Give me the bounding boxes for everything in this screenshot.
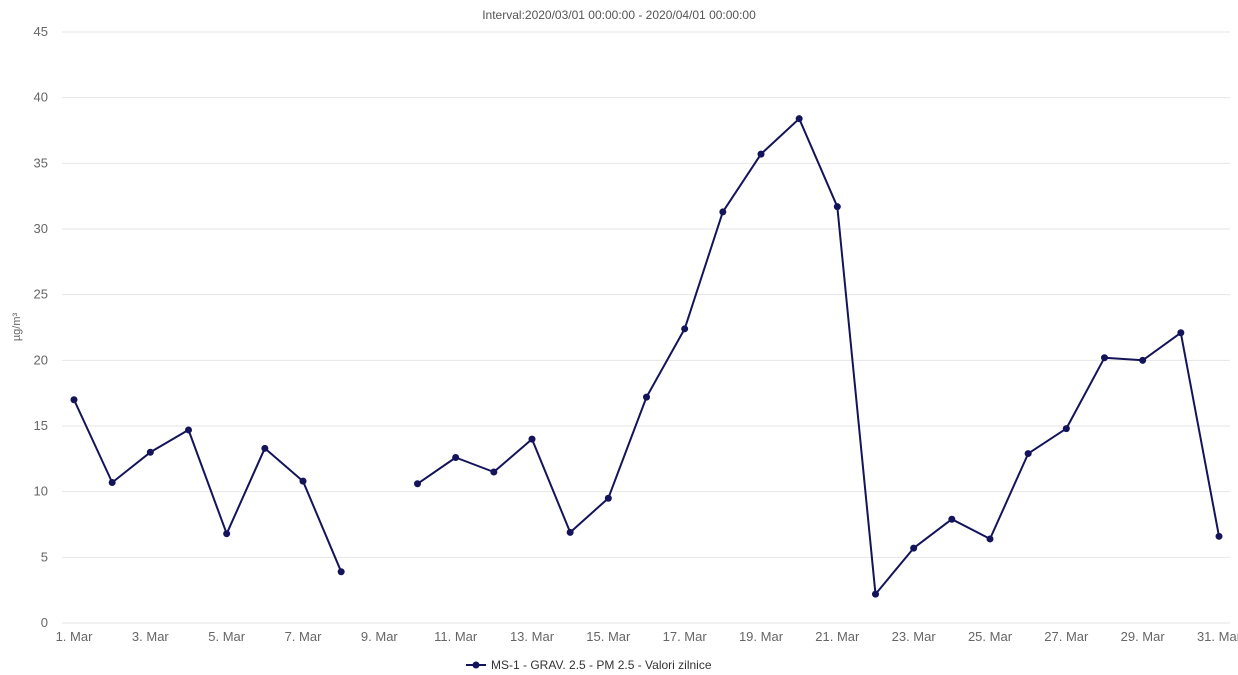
data-point-mar-17[interactable] [681, 325, 689, 333]
y-tick-label-40: 40 [34, 90, 48, 105]
data-point-mar-2[interactable] [108, 478, 116, 486]
legend-series-name[interactable]: MS-1 - GRAV. 2.5 - PM 2.5 - Valori zilni… [491, 658, 712, 672]
data-point-mar-19[interactable] [757, 150, 765, 158]
data-point-mar-3[interactable] [146, 448, 154, 456]
y-tick-label-45: 45 [34, 24, 48, 39]
data-point-mar-6[interactable] [261, 444, 269, 452]
y-axis: 0 5 10 15 20 25 30 35 40 45 [34, 24, 48, 630]
data-point-mar-23[interactable] [910, 544, 918, 552]
y-tick-label-35: 35 [34, 155, 48, 170]
y-tick-label-5: 5 [41, 549, 48, 564]
series-0-line-segment-0 [73, 399, 343, 573]
data-point-mar-4[interactable] [185, 426, 192, 434]
data-point-mar-26[interactable] [1024, 450, 1032, 458]
legend-marker-dot [472, 661, 480, 669]
grid-lines [62, 31, 1230, 624]
x-tick-label-29: 29. Mar [1121, 629, 1166, 644]
y-tick-label-30: 30 [34, 221, 48, 236]
series-group [70, 115, 1223, 598]
y-axis-label: µg/m³ [11, 312, 23, 341]
y-tick-label-10: 10 [34, 484, 48, 499]
data-point-mar-14[interactable] [566, 528, 574, 536]
x-tick-label-17: 17. Mar [663, 629, 708, 644]
data-point-mar-8[interactable] [337, 568, 345, 576]
data-point-mar-29[interactable] [1139, 356, 1147, 364]
data-point-mar-5[interactable] [223, 530, 231, 538]
x-tick-label-11: 11. Mar [434, 629, 478, 644]
x-tick-label-13: 13. Mar [510, 629, 555, 644]
x-tick-label-15: 15. Mar [586, 629, 631, 644]
y-tick-label-20: 20 [34, 352, 48, 367]
data-point-mar-21[interactable] [833, 203, 841, 211]
x-tick-label-1: 1. Mar [56, 629, 94, 644]
x-tick-label-7: 7. Mar [285, 629, 323, 644]
x-tick-label-3: 3. Mar [132, 629, 170, 644]
data-point-mar-12[interactable] [490, 468, 498, 476]
x-tick-label-31: 31. Mar [1197, 629, 1238, 644]
data-point-mar-11[interactable] [452, 454, 460, 462]
y-tick-label-15: 15 [34, 418, 48, 433]
data-point-mar-30[interactable] [1177, 329, 1185, 337]
data-point-mar-16[interactable] [643, 393, 650, 401]
data-point-mar-10[interactable] [414, 480, 421, 488]
data-point-mar-28[interactable] [1101, 354, 1108, 362]
x-tick-label-27: 27. Mar [1044, 629, 1089, 644]
data-point-mar-27[interactable] [1062, 425, 1070, 433]
x-tick-label-19: 19. Mar [739, 629, 784, 644]
chart-title: Interval:2020/03/01 00:00:00 - 2020/04/0… [482, 8, 756, 22]
data-point-mar-31[interactable] [1215, 532, 1223, 540]
data-point-mar-22[interactable] [872, 590, 879, 598]
x-tick-label-23: 23. Mar [892, 629, 937, 644]
x-tick-label-5: 5. Mar [208, 629, 246, 644]
x-tick-label-21: 21. Mar [815, 629, 860, 644]
data-point-mar-13[interactable] [528, 435, 536, 443]
data-point-mar-24[interactable] [948, 515, 956, 523]
data-point-mar-25[interactable] [986, 535, 994, 543]
x-axis: 1. Mar 3. Mar 5. Mar 7. Mar 9. Mar 11. Mar 13.… [56, 629, 1238, 644]
y-tick-label-0: 0 [41, 615, 48, 630]
legend[interactable]: MS-1 - GRAV. 2.5 - PM 2.5 - Valori zilni… [466, 658, 712, 672]
series-0-line-segment-1 [416, 117, 1220, 596]
y-tick-label-25: 25 [34, 287, 48, 302]
data-point-mar-15[interactable] [604, 494, 612, 502]
data-point-mar-7[interactable] [299, 477, 307, 485]
data-point-mar-20[interactable] [795, 115, 803, 123]
data-point-mar-1[interactable] [70, 396, 78, 404]
x-tick-label-25: 25. Mar [968, 629, 1013, 644]
data-point-mar-18[interactable] [719, 208, 727, 216]
x-tick-label-9: 9. Mar [361, 629, 399, 644]
